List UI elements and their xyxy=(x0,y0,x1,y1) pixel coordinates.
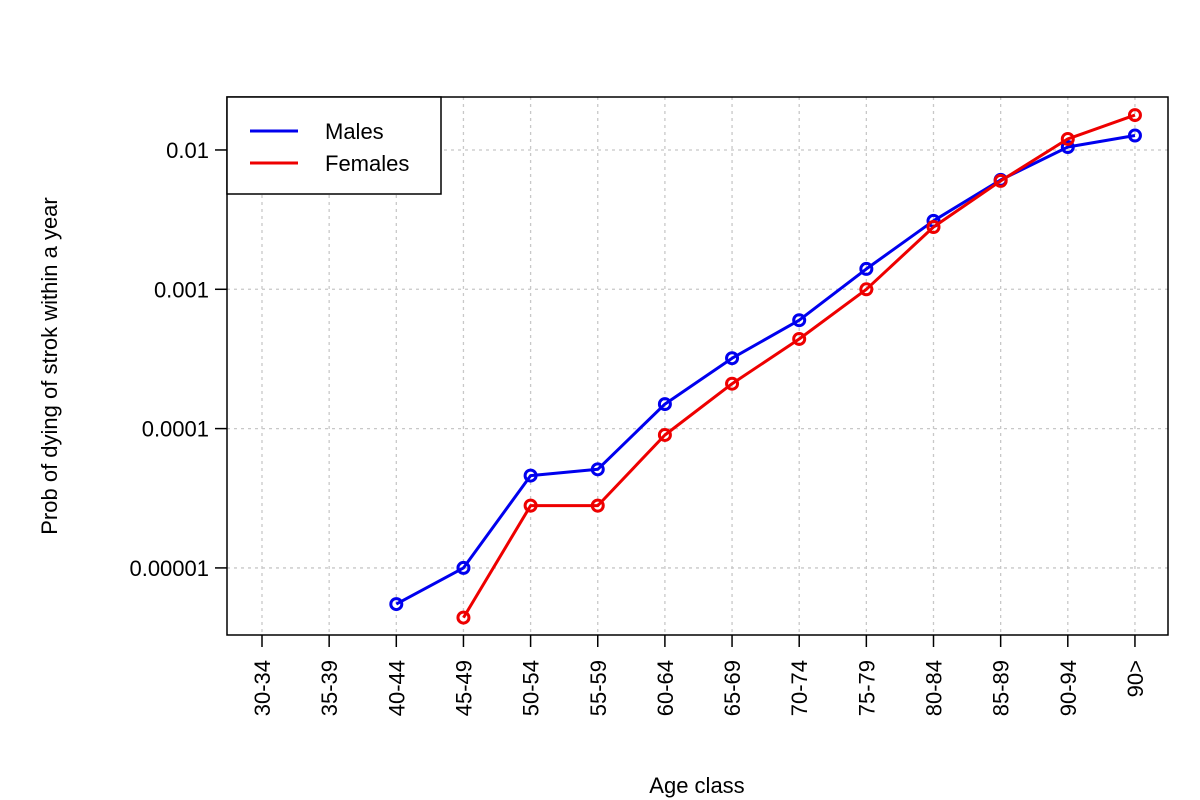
y-tick-label: 0.01 xyxy=(166,138,209,163)
y-tick-label: 0.0001 xyxy=(142,417,209,442)
y-axis-title: Prob of dying of strok within a year xyxy=(37,197,62,535)
x-tick-label: 45-49 xyxy=(451,660,476,716)
series-line-males xyxy=(395,134,1136,606)
x-tick-label: 35-39 xyxy=(317,660,342,716)
x-tick-label: 90> xyxy=(1123,660,1148,697)
x-tick-label: 85-89 xyxy=(989,660,1014,716)
y-tick-label: 0.00001 xyxy=(129,556,209,581)
axis-layer: 30-34 35-39 40-44 45-49 50-54 55-59 60-64 65-69… xyxy=(129,138,1147,716)
legend-box xyxy=(226,96,442,195)
data-point-males xyxy=(725,351,740,366)
x-tick-label: 60-64 xyxy=(653,660,678,716)
x-tick-label: 80-84 xyxy=(922,660,947,716)
x-tick-label: 30-34 xyxy=(250,660,275,716)
legend: Males Females xyxy=(226,96,442,195)
data-point-females xyxy=(926,219,941,234)
data-point-males xyxy=(1060,140,1075,155)
data-point-females xyxy=(1060,131,1075,146)
data-point-males xyxy=(590,462,605,477)
series-layer xyxy=(389,108,1142,625)
legend-label-males: Males xyxy=(325,119,384,144)
series-line-females xyxy=(462,113,1136,619)
x-tick-label: 40-44 xyxy=(384,660,409,716)
data-point-females xyxy=(456,610,471,625)
plot-frame xyxy=(226,96,1169,636)
data-point-females xyxy=(993,173,1008,188)
x-axis-title: Age class xyxy=(649,773,744,798)
data-point-females xyxy=(1127,108,1142,123)
data-point-males xyxy=(792,313,807,328)
x-tick-label: 65-69 xyxy=(720,660,745,716)
x-tick-label: 70-74 xyxy=(787,660,812,716)
data-point-females xyxy=(725,376,740,391)
data-point-males xyxy=(657,397,672,412)
y-tick-label: 0.001 xyxy=(154,277,209,302)
data-point-females xyxy=(590,498,605,513)
x-tick-label: 50-54 xyxy=(519,660,544,716)
x-tick-label: 55-59 xyxy=(586,660,611,716)
data-point-females xyxy=(523,498,538,513)
data-point-females xyxy=(792,331,807,346)
data-point-males xyxy=(523,468,538,483)
x-tick-label: 75-79 xyxy=(854,660,879,716)
data-point-males xyxy=(1127,128,1142,143)
data-point-males xyxy=(456,560,471,575)
data-point-males xyxy=(389,597,404,612)
x-tick-label: 90-94 xyxy=(1056,660,1081,716)
legend-label-females: Females xyxy=(325,151,409,176)
data-point-males xyxy=(859,261,874,276)
data-point-females xyxy=(657,427,672,442)
data-point-females xyxy=(859,282,874,297)
